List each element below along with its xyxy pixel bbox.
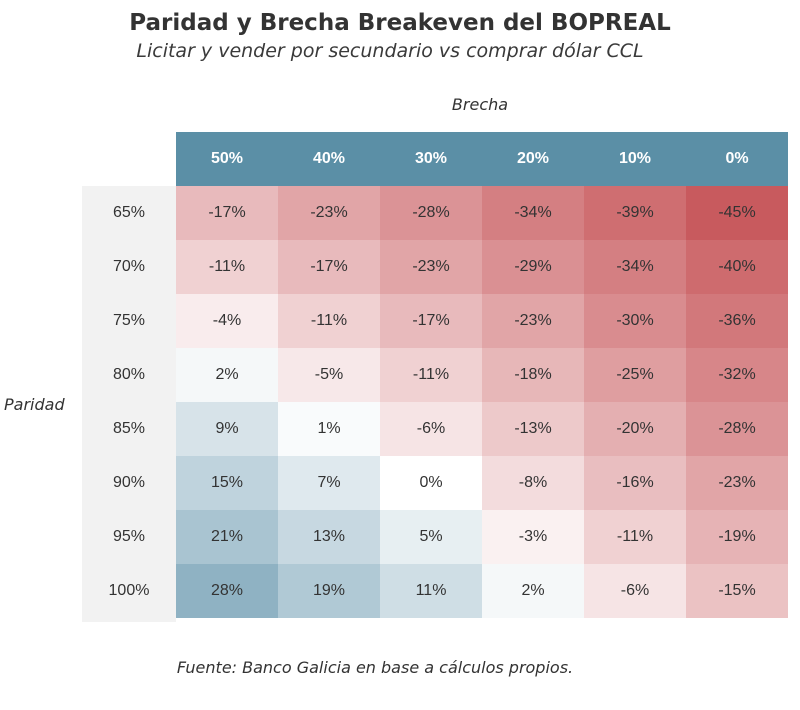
heatmap-cell: 7%: [278, 456, 380, 510]
heatmap-cell: -30%: [584, 294, 686, 348]
heatmap-cell: 2%: [176, 348, 278, 402]
heatmap-cell: -11%: [584, 510, 686, 564]
heatmap-cell: 0%: [380, 456, 482, 510]
heatmap-cell: -34%: [584, 240, 686, 294]
row-header: 100%: [108, 582, 150, 599]
heatmap-cell: 5%: [380, 510, 482, 564]
heatmap-cell: -36%: [686, 294, 788, 348]
row-axis-label: Paridad: [4, 395, 65, 414]
heatmap-cell: 19%: [278, 564, 380, 618]
heatmap-cell: -8%: [482, 456, 584, 510]
heatmap-cell: -19%: [686, 510, 788, 564]
heatmap-cell: -40%: [686, 240, 788, 294]
heatmap-cell: 15%: [176, 456, 278, 510]
row-header: 65%: [112, 204, 146, 221]
heatmap-cell: -45%: [686, 186, 788, 240]
source-note: Fuente: Banco Galicia en base a cálculos…: [176, 658, 574, 677]
column-header-band: [176, 132, 788, 186]
row-header-band: [82, 186, 176, 622]
heatmap-cell: -20%: [584, 402, 686, 456]
heatmap-cell: -15%: [686, 564, 788, 618]
column-header: 50%: [210, 150, 244, 167]
heatmap-cell: 2%: [482, 564, 584, 618]
heatmap-cell: -23%: [686, 456, 788, 510]
column-header: 0%: [725, 150, 749, 167]
row-header: 90%: [112, 474, 146, 491]
column-header: 40%: [312, 150, 346, 167]
heatmap-cell: -18%: [482, 348, 584, 402]
heatmap-cell: -28%: [380, 186, 482, 240]
heatmap-cell: -11%: [380, 348, 482, 402]
heatmap-cell: -17%: [176, 186, 278, 240]
column-axis-label: Brecha: [451, 95, 509, 114]
heatmap-cell: 11%: [380, 564, 482, 618]
heatmap-cell: -11%: [176, 240, 278, 294]
heatmap-cell: -3%: [482, 510, 584, 564]
heatmap-cell: -23%: [380, 240, 482, 294]
heatmap-cell: -25%: [584, 348, 686, 402]
chart-subtitle: Licitar y vender por secundario vs compr…: [136, 40, 644, 62]
heatmap-cell: -13%: [482, 402, 584, 456]
heatmap-cell: -17%: [278, 240, 380, 294]
heatmap-cell: -11%: [278, 294, 380, 348]
heatmap-cell: 13%: [278, 510, 380, 564]
heatmap-cell: 21%: [176, 510, 278, 564]
row-header: 95%: [112, 528, 146, 545]
chart-title: Paridad y Brecha Breakeven del BOPREAL: [129, 10, 671, 36]
row-header: 75%: [112, 312, 146, 329]
heatmap-cell: -6%: [380, 402, 482, 456]
heatmap-cell: 28%: [176, 564, 278, 618]
heatmap-cell: -39%: [584, 186, 686, 240]
heatmap-cell: -4%: [176, 294, 278, 348]
heatmap-cell: -34%: [482, 186, 584, 240]
heatmap-cell: -32%: [686, 348, 788, 402]
heatmap-cell: -6%: [584, 564, 686, 618]
row-header: 80%: [112, 366, 146, 383]
row-header: 70%: [112, 258, 146, 275]
heatmap-cell: -23%: [482, 294, 584, 348]
heatmap-cell: 9%: [176, 402, 278, 456]
column-header: 30%: [414, 150, 448, 167]
heatmap-cell: -5%: [278, 348, 380, 402]
column-header: 10%: [618, 150, 652, 167]
heatmap-cell: -17%: [380, 294, 482, 348]
row-header: 85%: [112, 420, 146, 437]
column-header: 20%: [516, 150, 550, 167]
heatmap-cell: 1%: [278, 402, 380, 456]
heatmap-cell: -29%: [482, 240, 584, 294]
heatmap-cell: -23%: [278, 186, 380, 240]
heatmap-cell: -28%: [686, 402, 788, 456]
heatmap-cell: -16%: [584, 456, 686, 510]
